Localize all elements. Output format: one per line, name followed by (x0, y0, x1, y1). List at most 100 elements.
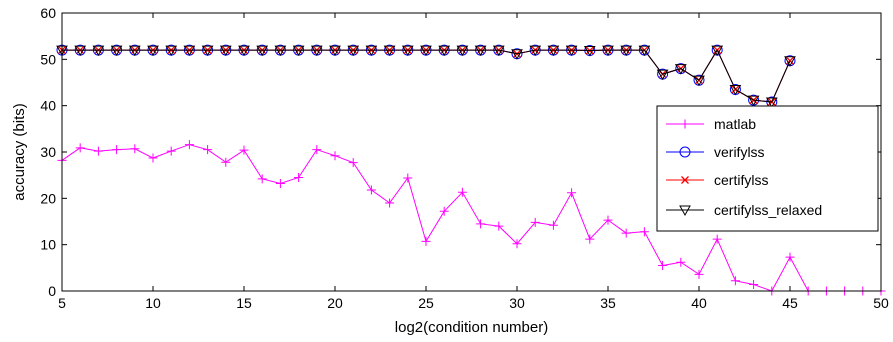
legend-item-matlab: matlab (666, 116, 756, 132)
data-point-matlab (621, 228, 631, 238)
data-point-certifylss_relaxed (401, 45, 414, 57)
data-point-matlab (785, 252, 795, 262)
data-point-certifylss_relaxed (511, 49, 523, 60)
legend-label: verifylss (714, 144, 765, 160)
data-point-certifylss_relaxed (711, 45, 724, 57)
data-point-matlab (275, 179, 285, 189)
data-point-certifylss_relaxed (183, 45, 196, 57)
axes-layer: 5 10 15 20 25 30 35 40 45 50 0 10 20 30 40 50 60 (40, 5, 889, 311)
data-point-matlab (348, 158, 358, 168)
series-line-certifylss (62, 49, 791, 103)
data-point-matlab (239, 145, 249, 155)
data-point-matlab (639, 227, 649, 237)
data-point-matlab (366, 185, 376, 195)
data-point-certifylss_relaxed (583, 46, 596, 57)
legend-item-certifylss_relaxed: certifylss_relaxed (666, 202, 822, 218)
data-point-matlab (494, 221, 504, 231)
data-point-matlab (658, 261, 668, 271)
data-point-matlab (330, 151, 340, 161)
data-point-certifylss_relaxed (565, 45, 578, 57)
data-point-matlab (93, 146, 103, 156)
data-point-certifylss_relaxed (547, 45, 560, 57)
data-point-matlab (476, 219, 486, 229)
data-point-matlab (166, 146, 176, 156)
data-point-matlab (403, 173, 413, 183)
x-tick-label: 25 (418, 295, 434, 311)
data-point-certifylss_relaxed (656, 69, 669, 81)
data-point-matlab (530, 217, 540, 227)
data-point-certifylss_relaxed (238, 45, 250, 57)
data-point-certifylss_relaxed (219, 45, 232, 57)
data-point-matlab (130, 144, 140, 154)
y-tick-label: 30 (40, 144, 56, 160)
y-tick-label: 40 (40, 98, 56, 114)
data-point-certifylss_relaxed (92, 45, 105, 57)
data-point-matlab (694, 269, 704, 279)
data-point-certifylss_relaxed (693, 75, 705, 87)
data-point-certifylss_relaxed (347, 45, 360, 57)
y-tick-label: 50 (40, 51, 56, 67)
x-tick-label: 20 (327, 295, 343, 311)
data-point-matlab (421, 236, 431, 246)
y-tick-label: 60 (40, 5, 56, 21)
data-point-matlab (184, 140, 194, 150)
data-point-matlab (439, 206, 449, 216)
data-point-certifylss_relaxed (74, 45, 87, 57)
data-point-certifylss_relaxed (383, 45, 396, 57)
legend-label: certifylss (714, 172, 768, 188)
data-point-matlab (148, 153, 158, 163)
data-point-certifylss_relaxed (729, 84, 742, 96)
data-point-certifylss_relaxed (620, 45, 633, 57)
data-point-certifylss_relaxed (310, 45, 323, 57)
data-point-matlab (203, 145, 213, 155)
data-point-matlab (712, 234, 722, 244)
data-point-matlab (585, 234, 595, 244)
data-point-matlab (294, 172, 304, 182)
data-point-matlab (603, 215, 613, 225)
legend-label: certifylss_relaxed (714, 202, 822, 218)
x-tick-label: 10 (145, 295, 161, 311)
x-tick-label: 50 (873, 295, 889, 311)
data-point-certifylss_relaxed (256, 45, 269, 57)
legend-marker (679, 205, 691, 217)
data-point-certifylss_relaxed (602, 45, 614, 57)
series-layer (56, 44, 886, 296)
data-point-certifylss_relaxed (529, 45, 542, 57)
data-point-certifylss_relaxed (110, 45, 123, 57)
x-axis-title: log2(condition number) (395, 319, 548, 336)
x-tick-label: 5 (58, 295, 66, 311)
data-point-certifylss_relaxed (784, 56, 796, 67)
data-point-certifylss_relaxed (128, 45, 141, 57)
legend-item-certifylss: certifylss (666, 172, 768, 188)
x-tick-label: 15 (236, 295, 252, 311)
data-point-matlab (221, 157, 231, 167)
data-point-matlab (749, 280, 759, 290)
data-point-certifylss_relaxed (292, 45, 305, 57)
data-point-matlab (730, 276, 740, 286)
legend-label: matlab (714, 116, 756, 132)
legend-marker (681, 176, 689, 184)
data-point-matlab (457, 187, 467, 197)
data-point-matlab (567, 188, 577, 198)
x-tick-label: 35 (600, 295, 616, 311)
legend-marker (679, 146, 691, 158)
data-point-certifylss_relaxed (365, 45, 378, 57)
data-point-matlab (257, 174, 267, 184)
data-point-matlab (512, 239, 522, 249)
data-point-certifylss_relaxed (147, 45, 159, 57)
series-line-matlab (61, 144, 881, 292)
data-point-matlab (112, 145, 122, 155)
data-point-certifylss_relaxed (747, 95, 760, 107)
series-line-certifylss_relaxed (62, 49, 791, 103)
data-point-certifylss_relaxed (329, 45, 341, 57)
x-tick-label: 45 (782, 295, 798, 311)
data-point-certifylss_relaxed (274, 45, 287, 57)
data-point-certifylss_relaxed (674, 64, 687, 75)
data-point-matlab (312, 145, 322, 155)
data-point-certifylss_relaxed (474, 45, 487, 57)
data-point-certifylss_relaxed (638, 45, 651, 57)
data-point-matlab (75, 143, 85, 153)
data-point-certifylss_relaxed (420, 45, 432, 57)
data-point-certifylss_relaxed (201, 45, 214, 57)
legend-marker (680, 119, 690, 129)
